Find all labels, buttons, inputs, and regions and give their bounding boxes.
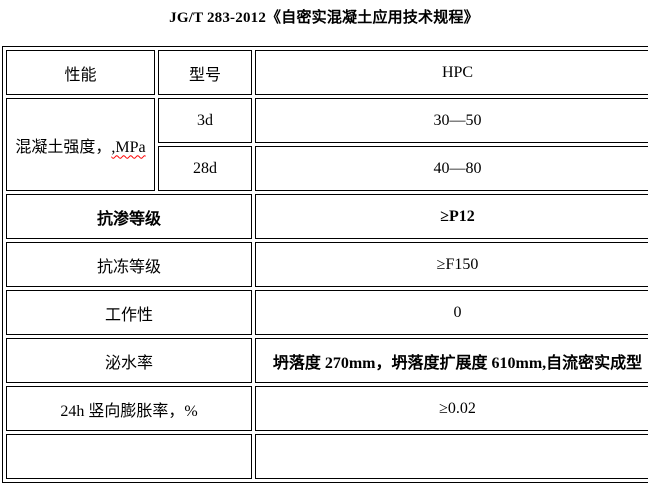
row-label-cell: 泌水率 xyxy=(6,338,252,383)
strength-age-cell: 3d xyxy=(158,98,252,143)
row-value-cell: ≥0.02 xyxy=(255,386,648,431)
table-row: 抗冻等级 ≥F150 xyxy=(6,242,648,287)
spec-table: 性能 型号 HPC 混凝土强度，,MPa 3d 30—50 28d 40—80 … xyxy=(2,46,648,483)
strength-label-suffix: ,MPa xyxy=(111,138,146,156)
header-cell-model: 型号 xyxy=(158,50,252,95)
row-label-cell: 24h 竖向膨胀率，% xyxy=(6,386,252,431)
strength-label: 混凝土强度， xyxy=(15,138,112,156)
table-header-row: 性能 型号 HPC xyxy=(6,50,648,95)
table-row: 工作性 0 xyxy=(6,290,648,335)
row-value-cell: ≥P12 xyxy=(255,194,648,239)
table-row: 混凝土强度，,MPa 3d 30—50 xyxy=(6,98,648,191)
header-cell-hpc: HPC xyxy=(255,50,648,95)
table-row: 泌水率 坍落度 270mm，坍落度扩展度 610mm,自流密实成型 xyxy=(6,338,648,383)
strength-range-cell: 40—80 xyxy=(255,146,648,191)
header-cell-performance: 性能 xyxy=(6,50,155,95)
page-title: JG/T 283-2012《自密实混凝土应用技术规程》 xyxy=(169,10,479,26)
row-value-cell: ≥F150 xyxy=(255,242,648,287)
strength-range-cell: 30—50 xyxy=(255,98,648,143)
table-row: 抗渗等级 ≥P12 xyxy=(6,194,648,239)
table-row: 28d 40—80 xyxy=(6,146,648,191)
row-value-cell: 坍落度 270mm，坍落度扩展度 610mm,自流密实成型 xyxy=(255,338,648,383)
row-label-cell: 抗冻等级 xyxy=(6,242,252,287)
strength-age-cell: 28d xyxy=(158,146,252,191)
row-value-cell: 0 xyxy=(255,290,648,335)
row-label-cell: 抗渗等级 xyxy=(6,194,252,239)
row-label-cell: 工作性 xyxy=(6,290,252,335)
strength-label-cell: 混凝土强度，,MPa xyxy=(6,98,155,191)
table-row: 24h 竖向膨胀率，% ≥0.02 xyxy=(6,386,648,431)
